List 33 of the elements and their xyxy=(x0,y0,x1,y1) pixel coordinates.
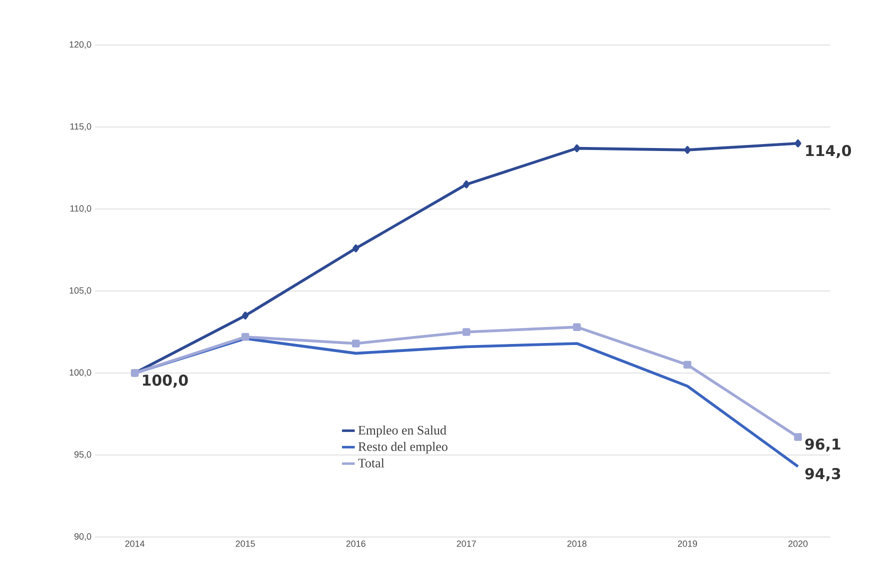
legend-label: Empleo en Salud xyxy=(358,425,446,438)
y-tick-label: 110,0 xyxy=(70,205,92,213)
point xyxy=(242,312,249,320)
x-tick-label: 2018 xyxy=(567,540,586,547)
data-label: 96,1 xyxy=(805,438,840,452)
point xyxy=(684,360,692,369)
x-tick-label: 2020 xyxy=(788,540,808,547)
x-tick-label: 2016 xyxy=(346,540,366,547)
data-label: 94,3 xyxy=(805,468,840,482)
data-label: 114,0 xyxy=(806,144,852,158)
point xyxy=(794,433,802,441)
point xyxy=(463,180,470,188)
data-label: 100,0 xyxy=(142,374,188,388)
point xyxy=(573,323,581,331)
point xyxy=(684,146,691,154)
x-tick-label: 2019 xyxy=(678,540,697,547)
point xyxy=(352,244,360,252)
y-tick-label: 90,0 xyxy=(74,533,92,541)
x-tick-label: 2015 xyxy=(236,540,255,547)
x-tick-label: 2014 xyxy=(125,540,144,547)
point xyxy=(794,140,802,148)
point xyxy=(574,144,580,152)
x-tick-label: 2017 xyxy=(456,540,476,547)
y-tick-label: 100,0 xyxy=(70,369,92,377)
legend-label: Total xyxy=(358,458,384,468)
point xyxy=(462,328,470,336)
y-tick-label: 95,0 xyxy=(74,451,92,459)
y-tick-label: 120,0 xyxy=(70,41,92,49)
legend-label: Resto del empleo xyxy=(358,442,448,454)
y-tick-label: 115,0 xyxy=(70,123,92,131)
point xyxy=(241,333,250,341)
y-tick-label: 105,0 xyxy=(70,287,92,295)
point xyxy=(352,340,360,348)
